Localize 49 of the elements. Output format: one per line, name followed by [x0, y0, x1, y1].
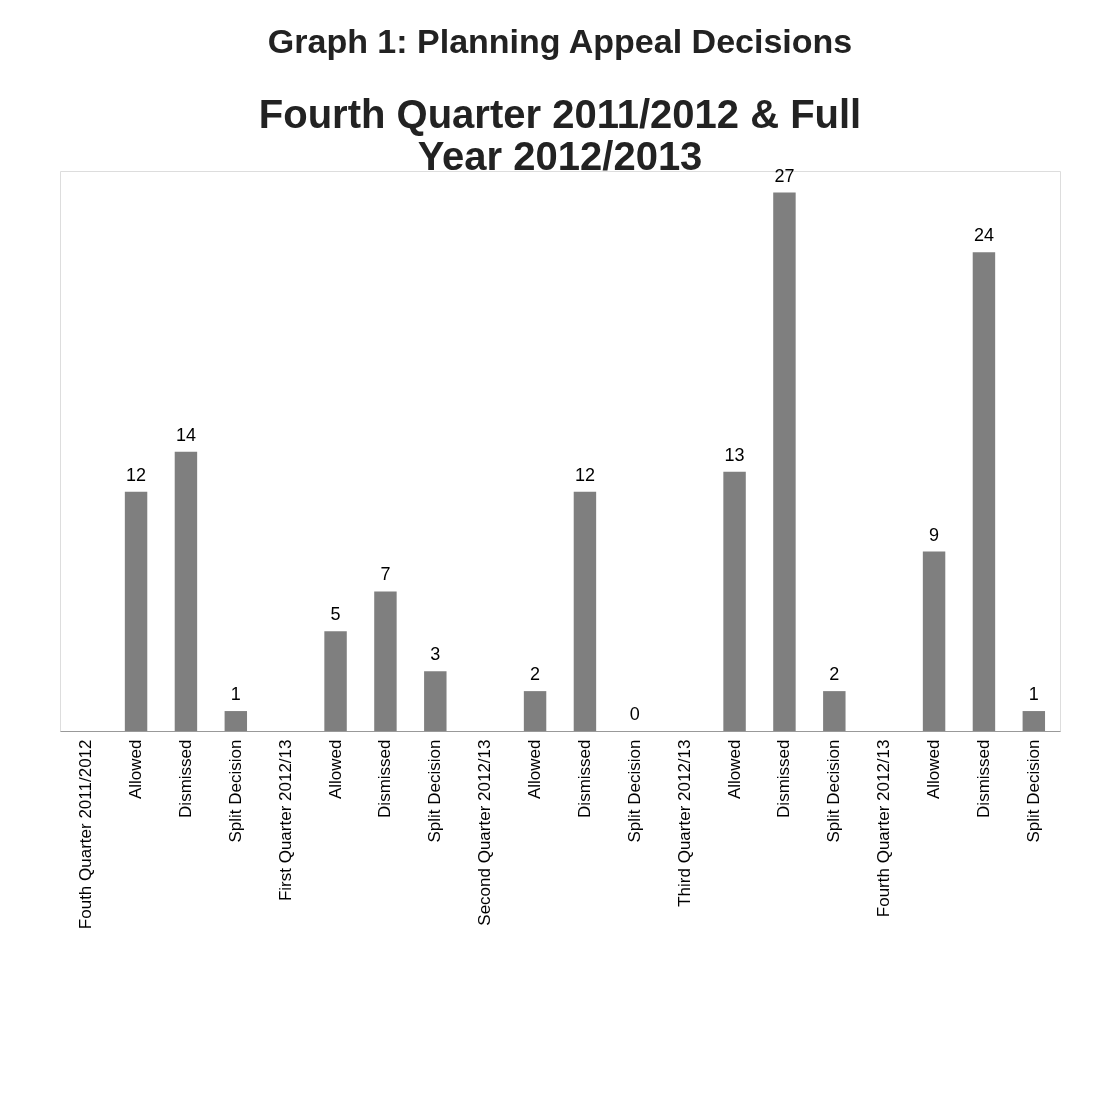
data-label: 1	[230, 684, 241, 705]
x-tick-label: Allowed	[126, 739, 146, 800]
x-tick-label: Split Decision	[425, 739, 445, 843]
data-label: 13	[724, 444, 745, 465]
bar	[773, 192, 796, 731]
x-tick-label: Split Decision	[624, 739, 644, 843]
x-tick-label: Split Decision	[1023, 739, 1043, 843]
x-tick-label: Allowed	[525, 739, 545, 800]
data-label: 12	[574, 464, 595, 485]
bar	[374, 591, 397, 731]
x-tick-label: Dismissed	[774, 739, 794, 818]
x-tick-label: Allowed	[724, 739, 744, 800]
x-tick-label: Dismissed	[574, 739, 594, 818]
bar	[424, 671, 447, 731]
bar	[523, 691, 547, 731]
bar	[723, 471, 746, 731]
data-label: 12	[126, 464, 147, 485]
data-label: 5	[330, 604, 341, 625]
x-tick-label: Second Quarter 2012/13	[475, 739, 495, 926]
x-tick-label: Fouth Quarter 2011/2012	[76, 739, 96, 930]
x-tick-label: Split Decision	[225, 739, 245, 843]
bar	[124, 491, 148, 731]
x-tick-label: Allowed	[924, 739, 944, 800]
bar	[174, 451, 198, 731]
x-tick-label: Fourth Quarter 2012/13	[874, 739, 894, 918]
bar	[823, 691, 846, 731]
data-label: 0	[629, 704, 640, 724]
data-label: 24	[973, 225, 994, 246]
bar	[324, 631, 347, 731]
x-tick-label: Third Quarter 2012/13	[674, 739, 694, 907]
data-label: 2	[530, 664, 541, 685]
bar	[922, 551, 946, 731]
x-tick-label: First Quarter 2012/13	[275, 739, 295, 902]
chart-title: Graph 1: Planning Appeal Decisions	[267, 21, 853, 60]
data-label: 14	[175, 424, 196, 445]
data-label: 1	[1028, 684, 1039, 705]
x-tick-label: Dismissed	[175, 739, 195, 818]
x-tick-label: Dismissed	[973, 739, 993, 818]
bar	[1022, 711, 1046, 731]
x-tick-label: Allowed	[325, 739, 345, 800]
bar	[972, 252, 996, 731]
bar	[573, 491, 597, 731]
x-tick-label: Dismissed	[375, 739, 395, 818]
data-label: 3	[430, 644, 441, 665]
data-label: 7	[380, 564, 391, 585]
data-label: 2	[829, 664, 840, 685]
x-tick-label: Split Decision	[824, 739, 844, 843]
data-label: 9	[929, 524, 940, 545]
bar	[224, 711, 248, 731]
